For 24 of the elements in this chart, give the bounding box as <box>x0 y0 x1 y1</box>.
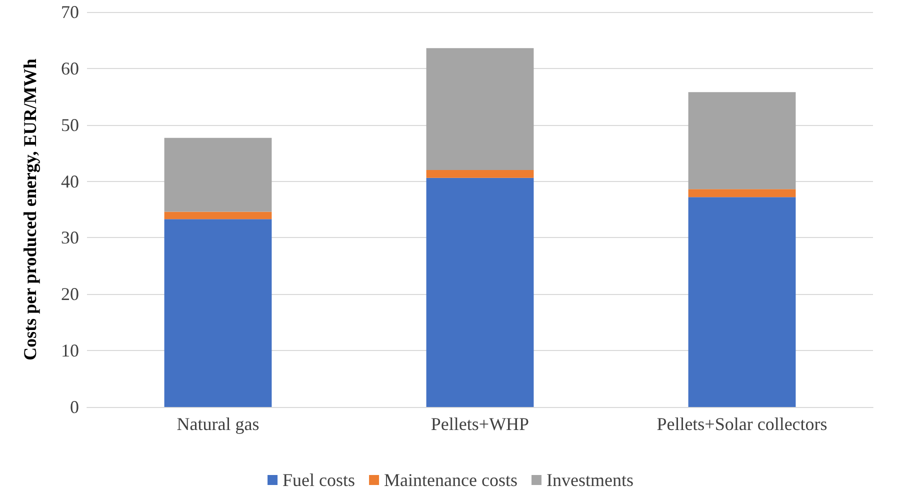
bar <box>426 178 534 407</box>
bar <box>688 92 796 190</box>
legend-label: Fuel costs <box>282 470 356 490</box>
y-tick-label: 30 <box>61 228 79 248</box>
legend-label: Maintenance costs <box>384 470 518 490</box>
y-tick-label: 0 <box>70 397 79 417</box>
x-tick-label: Pellets+WHP <box>430 414 530 434</box>
bar <box>688 197 796 407</box>
bar <box>688 189 796 198</box>
bar <box>164 219 272 407</box>
bar <box>426 48 534 170</box>
y-axis-title: Costs per produced energy, EUR/MWh <box>20 58 40 360</box>
bar <box>164 212 272 220</box>
y-tick-label: 50 <box>61 114 79 135</box>
x-tick-label: Pellets+Solar collectors <box>656 414 828 434</box>
legend-label: Investments <box>546 470 634 490</box>
x-tick-label: Natural gas <box>176 414 260 434</box>
y-tick-label: 20 <box>61 284 79 304</box>
y-tick-label: 10 <box>61 340 79 361</box>
bar <box>164 138 272 212</box>
y-tick-label: 70 <box>61 2 79 22</box>
y-tick-label: 40 <box>61 171 79 192</box>
y-tick-label: 60 <box>61 58 79 78</box>
bar <box>426 170 534 178</box>
